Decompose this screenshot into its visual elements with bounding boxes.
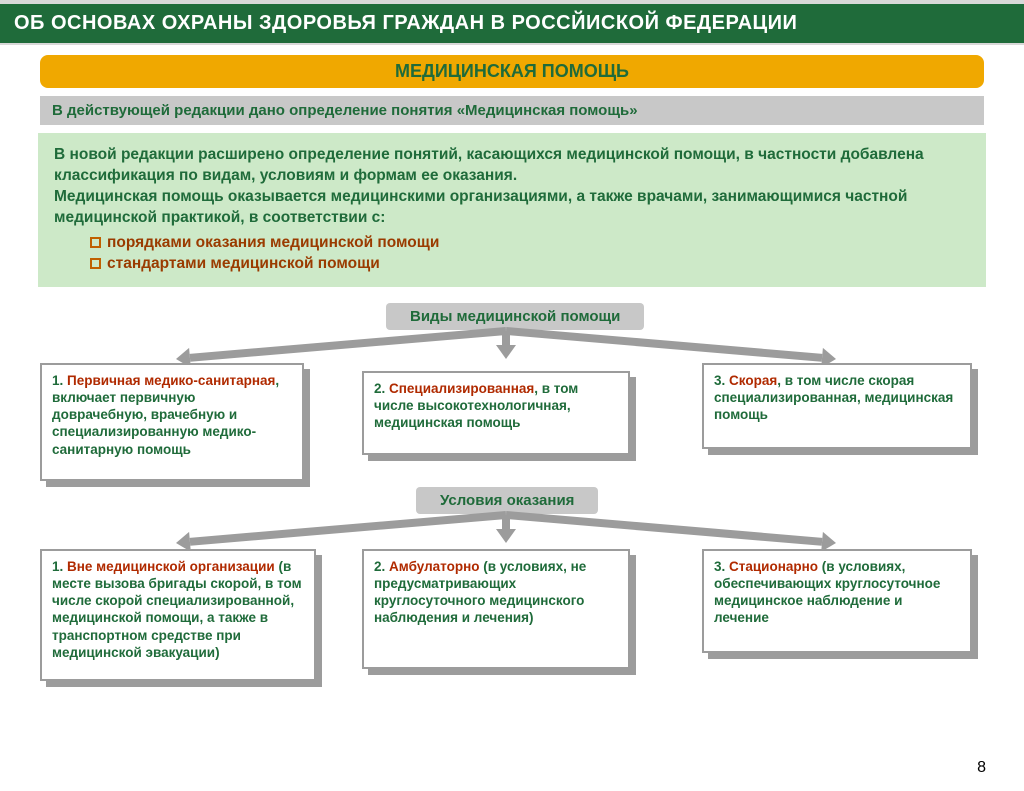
info-box: 2. Специализированная, в том числе высок… bbox=[362, 371, 630, 455]
box-highlight: Амбулаторно bbox=[389, 559, 479, 574]
subtitle-bar: МЕДИЦИНСКАЯ ПОМОЩЬ bbox=[40, 55, 984, 88]
square-bullet-icon bbox=[90, 258, 101, 269]
info-panel: В новой редакции расширено определение п… bbox=[38, 133, 986, 287]
box-number: 3. bbox=[714, 373, 729, 388]
panel-paragraph-2: Медицинская помощь оказывается медицинск… bbox=[54, 187, 970, 229]
diagram-area: Виды медицинской помощи1. Первичная меди… bbox=[16, 287, 1008, 767]
panel-paragraph-1: В новой редакции расширено определение п… bbox=[54, 145, 970, 187]
arrow-icon bbox=[494, 503, 848, 555]
bullet-text: стандартами медицинской помощи bbox=[107, 254, 380, 275]
box-number: 1. bbox=[52, 559, 67, 574]
box-highlight: Первичная медико-санитарная bbox=[67, 373, 275, 388]
box-highlight: Вне медицинской организации bbox=[67, 559, 275, 574]
box-highlight: Специализированная bbox=[389, 381, 534, 396]
info-box: 1. Первичная медико-санитарная, включает… bbox=[40, 363, 304, 481]
box-number: 1. bbox=[52, 373, 67, 388]
box-number: 2. bbox=[374, 381, 389, 396]
info-box: 1. Вне медицинской организации (в месте … bbox=[40, 549, 316, 681]
bullet-item: порядками оказания медицинской помощи bbox=[90, 233, 970, 254]
arrow-icon bbox=[164, 503, 518, 555]
definition-bar: В действующей редакции дано определение … bbox=[40, 96, 984, 125]
panel-bullets: порядками оказания медицинской помощи ст… bbox=[54, 233, 970, 275]
box-highlight: Скорая bbox=[729, 373, 777, 388]
page-number: 8 bbox=[977, 759, 986, 777]
box-highlight: Стационарно bbox=[729, 559, 818, 574]
box-number: 3. bbox=[714, 559, 729, 574]
info-box: 2. Амбулаторно (в условиях, не предусмат… bbox=[362, 549, 630, 669]
bullet-text: порядками оказания медицинской помощи bbox=[107, 233, 439, 254]
info-box: 3. Скорая, в том числе скорая специализи… bbox=[702, 363, 972, 449]
info-box: 3. Стационарно (в условиях, обеспечивающ… bbox=[702, 549, 972, 653]
box-number: 2. bbox=[374, 559, 389, 574]
header-bar: ОБ ОСНОВАХ ОХРАНЫ ЗДОРОВЬЯ ГРАЖДАН В РОС… bbox=[0, 0, 1024, 45]
square-bullet-icon bbox=[90, 237, 101, 248]
bullet-item: стандартами медицинской помощи bbox=[90, 254, 970, 275]
